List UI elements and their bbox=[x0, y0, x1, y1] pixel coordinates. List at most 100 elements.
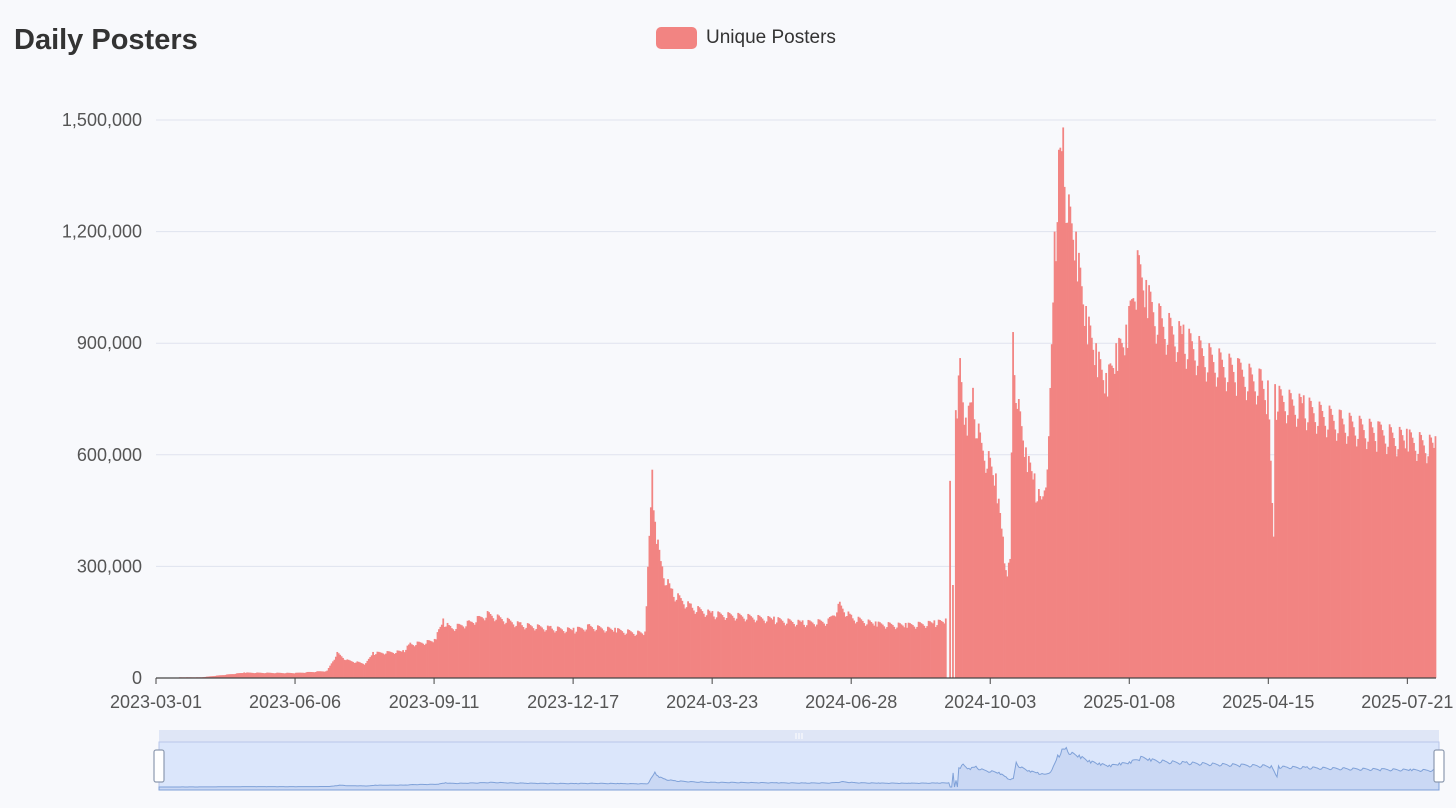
bar bbox=[1016, 408, 1019, 678]
bar bbox=[1166, 344, 1169, 678]
bar bbox=[1032, 479, 1035, 678]
bar bbox=[210, 676, 213, 678]
bar bbox=[834, 616, 837, 678]
bar bbox=[1093, 365, 1096, 678]
bar bbox=[879, 622, 881, 678]
bar bbox=[701, 611, 704, 678]
zoom-grip-icon[interactable] bbox=[795, 733, 803, 739]
bar bbox=[479, 616, 482, 678]
bar bbox=[1026, 472, 1029, 678]
bar bbox=[866, 624, 868, 678]
bar bbox=[1431, 442, 1434, 678]
bar bbox=[1204, 367, 1206, 678]
bar bbox=[1298, 393, 1301, 678]
bar bbox=[881, 624, 884, 678]
bar bbox=[1215, 386, 1218, 678]
bar bbox=[1023, 456, 1026, 678]
bar bbox=[893, 626, 896, 678]
bar bbox=[296, 672, 299, 678]
bar bbox=[1089, 325, 1092, 678]
bar bbox=[682, 604, 685, 678]
bar bbox=[481, 617, 483, 678]
bar bbox=[1145, 279, 1148, 678]
x-axis: 2023-03-01 2023-06-06 2023-09-11 2023-12-17… bbox=[110, 677, 1453, 712]
bar bbox=[352, 661, 354, 678]
bar bbox=[725, 618, 728, 678]
bar bbox=[1012, 332, 1014, 678]
bar bbox=[1029, 462, 1032, 678]
bar bbox=[523, 629, 526, 678]
bar bbox=[1347, 436, 1350, 678]
zoom-handle-right[interactable] bbox=[1433, 749, 1445, 783]
bar bbox=[751, 617, 754, 678]
bar bbox=[1378, 421, 1381, 678]
bar bbox=[574, 633, 576, 678]
bar bbox=[979, 432, 982, 678]
bar bbox=[533, 630, 536, 678]
bar bbox=[621, 631, 624, 678]
bar bbox=[400, 651, 403, 678]
bar bbox=[1195, 375, 1198, 678]
bar bbox=[565, 631, 568, 678]
legend[interactable]: Unique Posters bbox=[656, 27, 836, 49]
bar bbox=[460, 625, 463, 678]
bar bbox=[1105, 372, 1108, 678]
bar bbox=[307, 671, 310, 678]
bar bbox=[733, 617, 735, 678]
bar bbox=[710, 612, 712, 678]
bar bbox=[611, 629, 614, 678]
bar bbox=[917, 621, 920, 678]
x-tick-label: 2023-06-06 bbox=[249, 692, 341, 712]
bar bbox=[594, 631, 596, 678]
zoom-handle-left[interactable] bbox=[153, 749, 165, 783]
bar bbox=[841, 608, 844, 678]
bar bbox=[804, 627, 807, 678]
bar bbox=[1414, 450, 1417, 678]
bar bbox=[785, 623, 788, 678]
bar bbox=[1003, 563, 1006, 678]
bar bbox=[377, 651, 380, 678]
bar bbox=[1102, 380, 1105, 678]
bar bbox=[770, 618, 773, 678]
bar bbox=[926, 626, 929, 678]
bar bbox=[425, 643, 427, 678]
bar bbox=[777, 617, 780, 678]
bar bbox=[1110, 365, 1113, 678]
bar bbox=[963, 424, 966, 678]
bar bbox=[1085, 306, 1087, 678]
bar bbox=[356, 661, 359, 678]
bar bbox=[993, 485, 996, 678]
bar bbox=[760, 617, 762, 678]
bar bbox=[1226, 382, 1229, 678]
bar bbox=[608, 627, 611, 678]
bar bbox=[463, 628, 466, 678]
bar bbox=[1324, 425, 1327, 678]
bar bbox=[1342, 424, 1345, 678]
bar bbox=[365, 663, 367, 678]
bar bbox=[326, 670, 329, 678]
bar bbox=[306, 671, 309, 678]
bar bbox=[738, 613, 741, 678]
bar bbox=[690, 603, 692, 678]
bar bbox=[299, 672, 301, 678]
bar bbox=[462, 626, 465, 678]
bar bbox=[337, 653, 340, 678]
bar bbox=[1365, 449, 1368, 678]
bar bbox=[1425, 463, 1428, 678]
bar bbox=[1205, 381, 1208, 678]
bar bbox=[1245, 400, 1248, 678]
bar bbox=[428, 640, 430, 678]
bar bbox=[1112, 368, 1115, 678]
bar bbox=[920, 623, 923, 678]
data-zoom-slider[interactable] bbox=[153, 730, 1445, 791]
bar bbox=[698, 607, 701, 678]
bar bbox=[1248, 363, 1251, 678]
bar bbox=[1282, 401, 1285, 678]
bar bbox=[518, 622, 521, 678]
bar bbox=[887, 622, 890, 678]
bar bbox=[491, 615, 493, 678]
bar bbox=[784, 625, 787, 678]
bar bbox=[708, 610, 711, 678]
bar bbox=[618, 628, 621, 678]
bar bbox=[1192, 349, 1195, 678]
